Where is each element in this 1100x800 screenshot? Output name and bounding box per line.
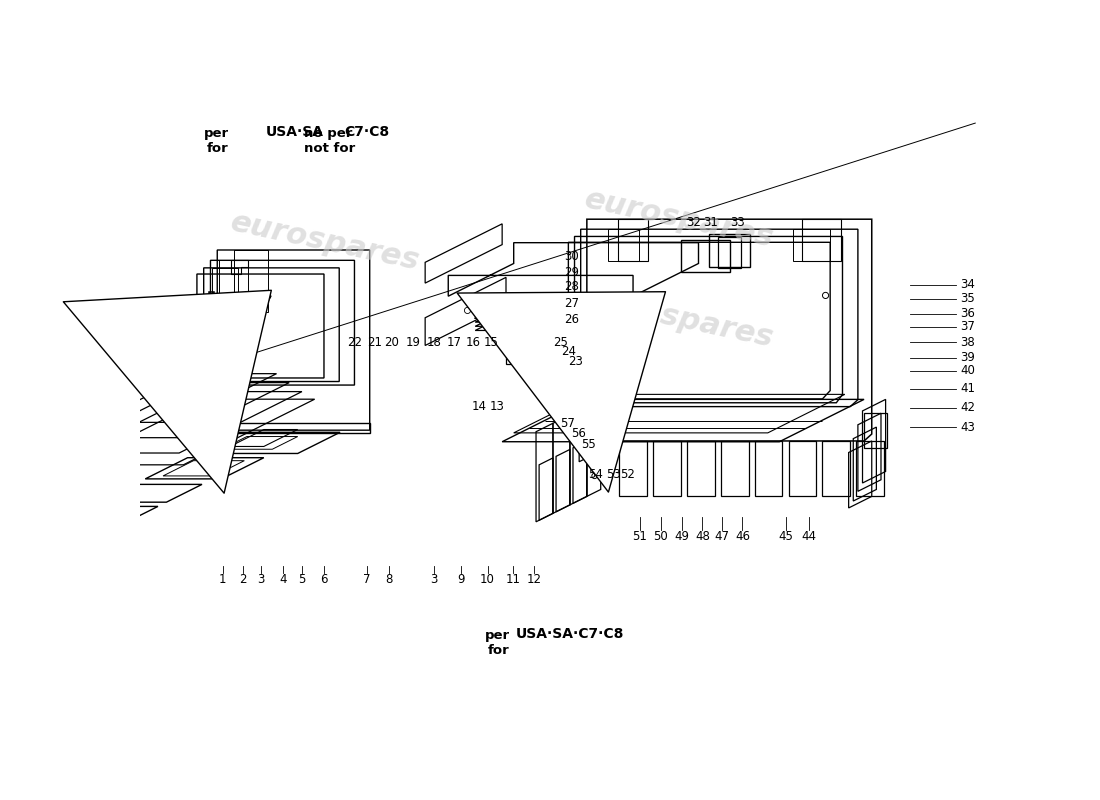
Text: 49: 49 (674, 530, 689, 543)
Text: 11: 11 (505, 573, 520, 586)
Text: 32: 32 (685, 216, 701, 229)
Text: 7: 7 (363, 573, 371, 586)
Text: 37: 37 (960, 321, 976, 334)
Text: 8: 8 (385, 573, 393, 586)
Text: 3: 3 (257, 573, 265, 586)
Text: no per
not for: no per not for (305, 126, 355, 154)
Text: 26: 26 (564, 313, 580, 326)
Text: per
for: per for (204, 126, 229, 154)
Text: 25: 25 (553, 336, 568, 349)
Text: 43: 43 (960, 421, 976, 434)
Text: 53: 53 (606, 468, 620, 482)
Text: 40: 40 (960, 364, 976, 378)
Text: 3: 3 (430, 573, 438, 586)
Text: 44: 44 (801, 530, 816, 543)
Text: C7·C8: C7·C8 (344, 126, 389, 139)
Text: 22: 22 (346, 336, 362, 349)
Text: 46: 46 (735, 530, 750, 543)
Text: 35: 35 (960, 292, 975, 305)
Text: 14: 14 (472, 400, 486, 413)
Text: 55: 55 (581, 438, 596, 450)
Text: USA·SA·C7·C8: USA·SA·C7·C8 (516, 627, 625, 642)
Text: 28: 28 (564, 281, 580, 294)
Text: 13: 13 (491, 400, 505, 413)
Text: 38: 38 (960, 336, 975, 349)
Text: 10: 10 (480, 573, 495, 586)
Text: USA·SA: USA·SA (266, 126, 323, 139)
Text: 33: 33 (730, 216, 745, 229)
Text: 23: 23 (569, 355, 583, 368)
Text: 16: 16 (465, 336, 481, 349)
Text: 18: 18 (427, 336, 442, 349)
Text: 52: 52 (620, 468, 635, 482)
Text: 34: 34 (960, 278, 976, 291)
Text: 12: 12 (527, 573, 542, 586)
Text: 21: 21 (366, 336, 382, 349)
Text: 20: 20 (384, 336, 398, 349)
Text: 6: 6 (320, 573, 328, 586)
Text: 2: 2 (239, 573, 246, 586)
Text: 42: 42 (960, 402, 976, 414)
Text: 27: 27 (564, 298, 580, 310)
Text: 19: 19 (406, 336, 421, 349)
Text: 45: 45 (778, 530, 793, 543)
Text: 51: 51 (632, 530, 648, 543)
Text: 41: 41 (960, 382, 976, 395)
Text: 29: 29 (564, 266, 580, 279)
Text: 39: 39 (960, 351, 976, 364)
Text: 1: 1 (219, 573, 227, 586)
Text: 50: 50 (653, 530, 668, 543)
Text: 54: 54 (587, 468, 603, 482)
Text: per
for: per for (485, 629, 510, 657)
Text: 4: 4 (279, 573, 287, 586)
Text: 57: 57 (560, 417, 575, 430)
Text: 17: 17 (447, 336, 462, 349)
Text: 36: 36 (960, 307, 976, 321)
Text: 31: 31 (703, 216, 718, 229)
Text: 48: 48 (695, 530, 710, 543)
Text: 56: 56 (571, 426, 586, 440)
Text: 15: 15 (484, 336, 498, 349)
Text: eurospares: eurospares (582, 185, 777, 254)
Text: eurospares: eurospares (582, 285, 777, 354)
Text: 30: 30 (564, 250, 580, 262)
Text: 24: 24 (561, 345, 575, 358)
Text: 5: 5 (298, 573, 306, 586)
Text: 9: 9 (456, 573, 464, 586)
Text: 47: 47 (715, 530, 730, 543)
Text: eurospares: eurospares (228, 208, 422, 277)
